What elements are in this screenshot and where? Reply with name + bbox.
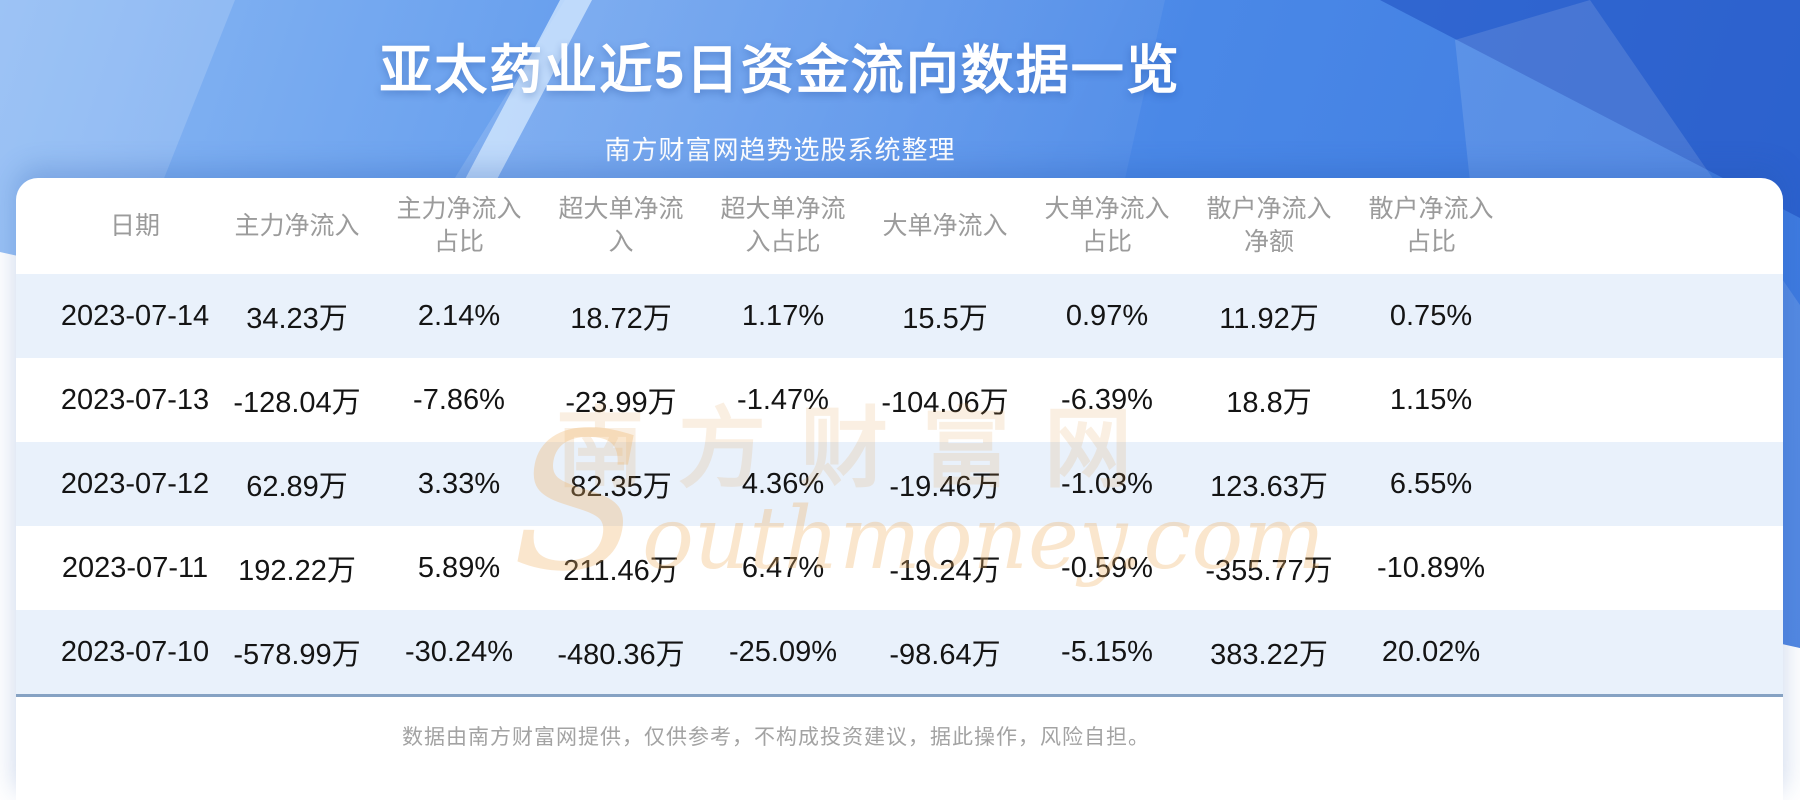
column-header-label: 大单净流入占比 [1044,195,1170,256]
page-subtitle: 南方财富网趋势选股系统整理 [604,135,956,165]
cell-date: 2023-07-13 [60,383,210,416]
cell-retail-net-inflow-ratio: 6.55% [1389,467,1473,500]
cell-main-net-inflow-ratio: 2.14% [417,299,501,332]
cell-large-order-net-inflow: -104.06万 [881,387,1009,419]
column-header-retail-net-inflow-amount: 散户净流入净额 [1188,193,1350,259]
cell-xl-order-net-inflow: -23.99万 [565,387,677,419]
column-header-xl-order-net-inflow-ratio: 超大单净流入占比 [702,193,864,259]
cell-retail-net-inflow-amount: 11.92万 [1219,303,1319,335]
column-header-main-net-inflow-ratio: 主力净流入占比 [378,193,540,259]
cell-retail-net-inflow-amount: -355.77万 [1205,555,1333,587]
column-header-label: 超大单净流入 [558,195,684,256]
column-header-label: 散户净流入净额 [1206,195,1332,256]
cell-retail-net-inflow-amount: 383.22万 [1210,639,1328,671]
column-header-large-order-net-inflow-ratio: 大单净流入占比 [1026,193,1188,259]
cell-large-order-net-inflow-ratio: -5.15% [1061,635,1153,668]
table-row: 2023-07-10 -578.99万 -30.24% -480.36万 -25… [16,610,1783,694]
column-header-date: 日期 [54,210,216,243]
cell-retail-net-inflow-ratio: 0.75% [1389,299,1473,332]
cell-main-net-inflow-ratio: 3.33% [417,467,501,500]
cell-date: 2023-07-12 [60,467,210,500]
table-row: 2023-07-14 34.23万 2.14% 18.72万 1.17% 15.… [16,274,1783,358]
cell-large-order-net-inflow-ratio: -1.03% [1061,467,1153,500]
cell-large-order-net-inflow-ratio: -6.39% [1061,383,1153,416]
disclaimer-text: 数据由南方财富网提供，仅供参考，不构成投资建议，据此操作，风险自担。 [402,726,1150,749]
cell-main-net-inflow: 192.22万 [238,555,356,587]
cell-xl-order-net-inflow: -480.36万 [557,639,685,671]
table-row: 2023-07-11 192.22万 5.89% 211.46万 6.47% -… [16,526,1783,610]
page-title: 亚太药业近5日资金流向数据一览 [379,41,1181,100]
column-header-xl-order-net-inflow: 超大单净流入 [540,193,702,259]
cell-xl-order-net-inflow-ratio: -1.47% [737,383,829,416]
cell-large-order-net-inflow-ratio: -0.59% [1061,551,1153,584]
table-bottom-divider [16,694,1783,697]
cell-xl-order-net-inflow-ratio: 4.36% [741,467,825,500]
cell-xl-order-net-inflow-ratio: -25.09% [728,635,837,668]
cell-main-net-inflow: 34.23万 [246,303,348,335]
column-header-label: 大单净流入 [882,211,1008,240]
table-header-row: 日期 主力净流入 主力净流入占比 超大单净流入 超大单净流入占比 大单净流入 大… [16,178,1783,274]
cell-xl-order-net-inflow-ratio: 1.17% [741,299,825,332]
cell-main-net-inflow-ratio: 5.89% [417,551,501,584]
cell-retail-net-inflow-ratio: 1.15% [1389,383,1473,416]
table-row: 2023-07-12 62.89万 3.33% 82.35万 4.36% -19… [16,442,1783,526]
cell-xl-order-net-inflow: 211.46万 [563,555,679,587]
cell-large-order-net-inflow: -19.24万 [889,555,1001,587]
column-header-label: 主力净流入 [234,211,360,240]
header: 亚太药业近5日资金流向数据一览 南方财富网趋势选股系统整理 [0,0,1560,167]
cell-main-net-inflow-ratio: -30.24% [404,635,513,668]
table-row: 2023-07-13 -128.04万 -7.86% -23.99万 -1.47… [16,358,1783,442]
cell-xl-order-net-inflow-ratio: 6.47% [741,551,825,584]
cell-retail-net-inflow-amount: 18.8万 [1226,387,1312,419]
cell-retail-net-inflow-ratio: -10.89% [1376,551,1485,584]
cell-retail-net-inflow-amount: 123.63万 [1210,471,1328,503]
cell-large-order-net-inflow: -19.46万 [889,471,1001,503]
column-header-label: 日期 [109,211,160,240]
cell-large-order-net-inflow: 15.5万 [902,303,988,335]
cell-large-order-net-inflow: -98.64万 [889,639,1001,671]
column-header-label: 主力净流入占比 [396,195,522,256]
column-header-label: 散户净流入占比 [1368,195,1494,256]
data-card: 日期 主力净流入 主力净流入占比 超大单净流入 超大单净流入占比 大单净流入 大… [16,178,1783,800]
cell-xl-order-net-inflow: 82.35万 [570,471,672,503]
column-header-label: 超大单净流入占比 [720,195,846,256]
cell-xl-order-net-inflow: 18.72万 [570,303,672,335]
cell-date: 2023-07-10 [60,635,210,668]
column-header-retail-net-inflow-ratio: 散户净流入占比 [1350,193,1512,259]
cell-date: 2023-07-11 [61,551,209,584]
column-header-main-net-inflow: 主力净流入 [216,210,378,243]
cell-main-net-inflow: -578.99万 [233,639,361,671]
cell-date: 2023-07-14 [60,299,210,332]
column-header-large-order-net-inflow: 大单净流入 [864,210,1026,243]
cell-retail-net-inflow-ratio: 20.02% [1381,635,1481,668]
cell-main-net-inflow-ratio: -7.86% [413,383,505,416]
cell-main-net-inflow: 62.89万 [246,471,348,503]
cell-main-net-inflow: -128.04万 [233,387,361,419]
cell-large-order-net-inflow-ratio: 0.97% [1065,299,1149,332]
